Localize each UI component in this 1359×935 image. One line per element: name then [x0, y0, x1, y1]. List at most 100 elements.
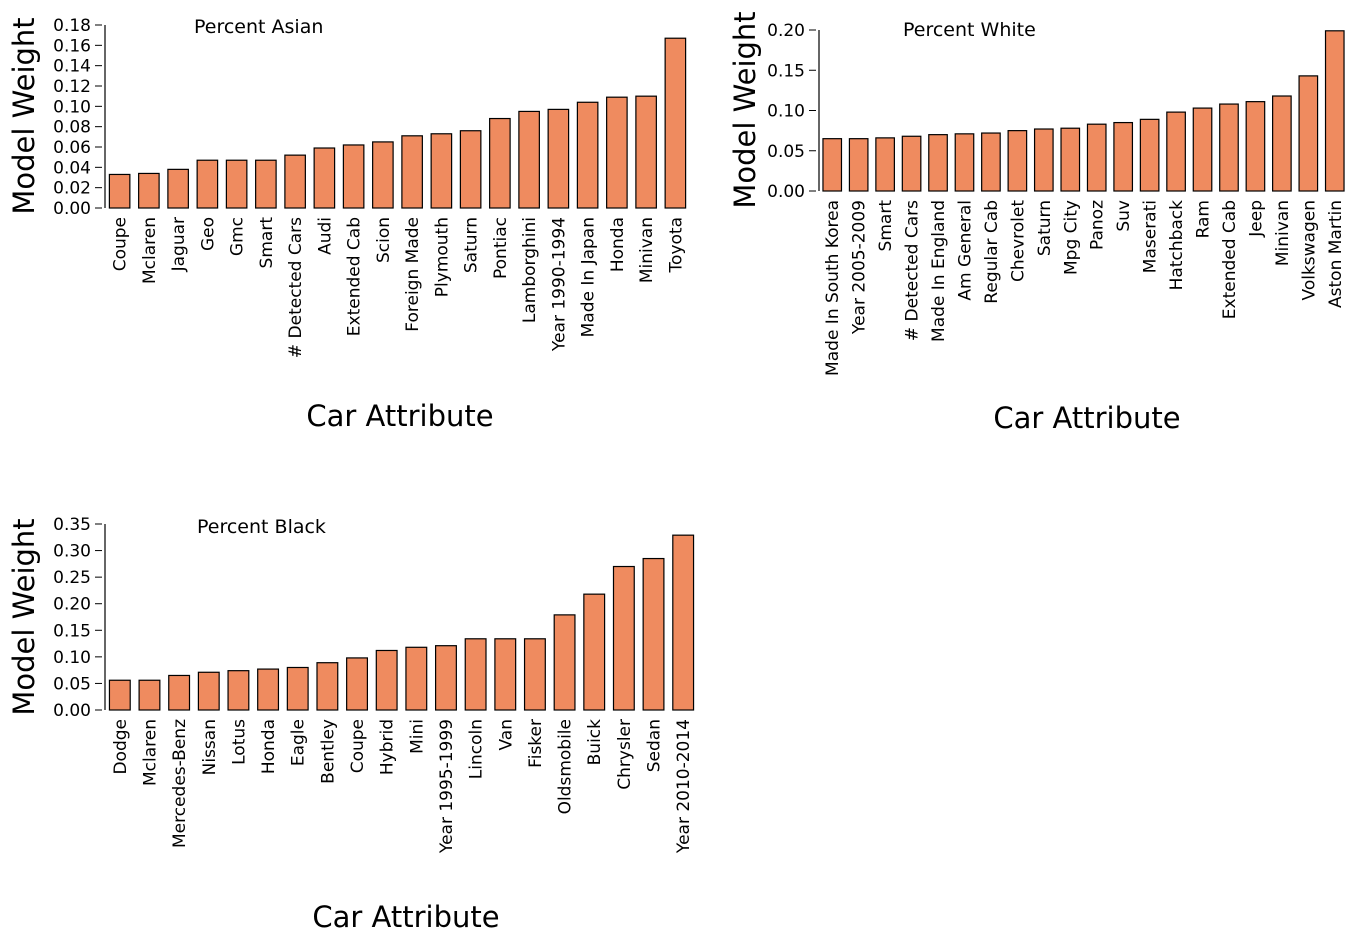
- bar-foreign-made: [401, 135, 423, 209]
- x-tick-label: Year 2005-2009: [850, 200, 870, 335]
- bar-volkswagen: [1298, 75, 1319, 192]
- y-tick-label: 0.20: [53, 595, 91, 615]
- x-tick-label: Ram: [1194, 200, 1214, 238]
- y-tick-label: 0.00: [767, 182, 805, 202]
- chart-title: Percent White: [903, 19, 1036, 41]
- bar-honda: [606, 96, 628, 209]
- bar-bentley: [316, 662, 339, 711]
- bar-extended-cab: [1219, 103, 1239, 192]
- chart-percent-white: 0.00 0.05 0.10 0.15 0.20 Made In South Korea Y…: [728, 11, 1346, 435]
- y-tick-label: 0.05: [53, 674, 91, 694]
- x-tick-label: Maserati: [1141, 200, 1161, 273]
- x-tick-label: Lincoln: [467, 719, 487, 779]
- bar-smart: [255, 159, 277, 209]
- bar-chrysler: [612, 565, 635, 711]
- x-tick-label: Jeep: [1246, 200, 1266, 238]
- x-axis-label: Car Attribute: [993, 401, 1180, 435]
- bar-made-in-england: [928, 134, 948, 192]
- bar-extended-cab: [342, 144, 365, 209]
- x-tick-label: Sedan: [645, 719, 665, 772]
- x-tick-label: Regular Cab: [982, 200, 1002, 304]
- x-tick-label: Hatchback: [1167, 200, 1187, 291]
- bar-buick: [583, 593, 606, 711]
- x-tick-label: Honda: [259, 719, 279, 774]
- y-tick-label: 0.10: [767, 102, 805, 122]
- x-tick-label: Geo: [198, 217, 218, 251]
- y-tick-label: 0.04: [53, 158, 91, 178]
- x-tick-label: Toyota: [666, 217, 686, 273]
- bar-year-1995-1999: [434, 645, 457, 711]
- x-tick-label: Hybrid: [378, 719, 398, 775]
- x-tick-label: Scion: [374, 217, 394, 263]
- bar-maserati: [1139, 118, 1160, 192]
- chart-percent-black: 0.00 0.05 0.10 0.15 0.20 0.25 0.30 0.35 Dodge Mcl…: [7, 515, 694, 934]
- bar-mpg-city: [1060, 127, 1081, 192]
- x-tick-label: Buick: [585, 719, 605, 766]
- x-tick-label: Smart: [257, 217, 277, 269]
- x-tick-label: Made In South Korea: [823, 200, 843, 376]
- y-tick-label: 0.00: [53, 701, 91, 721]
- x-tick-label: Mclaren: [140, 217, 160, 284]
- y-axis-label: Model Weight: [7, 17, 41, 214]
- bar-ram: [1192, 107, 1213, 192]
- y-tick-label: 0.15: [53, 621, 91, 641]
- bar-sedan: [642, 557, 665, 711]
- x-tick-label: Extended Cab: [345, 217, 365, 336]
- x-tick-label: Am General: [955, 200, 975, 301]
- bar-panoz: [1086, 123, 1107, 192]
- x-tick-label: Pontiac: [491, 217, 511, 279]
- x-tick-label: Audi: [315, 217, 335, 255]
- x-tick-label: Coupe: [348, 719, 368, 773]
- y-tick-label: 0.14: [53, 57, 91, 77]
- bar-van: [494, 638, 517, 711]
- x-tick-label: Minivan: [637, 217, 657, 283]
- chart-percent-asian: 0.000.020.040.060.080.100.120.140.160.18…: [7, 16, 686, 433]
- bar-chevrolet: [1007, 130, 1028, 192]
- x-tick-label: Aston Martin: [1326, 200, 1346, 308]
- x-tick-label: Bentley: [318, 719, 338, 784]
- x-tick-label: Gmc: [228, 217, 248, 256]
- x-tick-label: Honda: [608, 217, 628, 272]
- bar-coupe: [346, 657, 369, 711]
- x-tick-label: Coupe: [111, 217, 131, 271]
- bar-eagle: [286, 666, 309, 711]
- y-tick-label: 0.18: [53, 16, 91, 36]
- bar-regular-cab: [981, 132, 1001, 192]
- bar-coupe: [108, 173, 131, 209]
- y-tick-label: 0.10: [53, 648, 91, 668]
- x-axis-label: Car Attribute: [312, 900, 499, 934]
- y-tick-label: 0.00: [53, 199, 91, 219]
- bar-year-1990-1994: [547, 108, 570, 209]
- x-tick-label: Nissan: [200, 719, 220, 775]
- chart-title: Percent Asian: [194, 16, 323, 38]
- bar-mini: [405, 646, 428, 711]
- bar-lotus: [227, 670, 250, 711]
- bar-minivan: [1272, 95, 1292, 192]
- y-tick-label: 0.08: [53, 118, 91, 138]
- x-tick-label: Made In Japan: [579, 217, 599, 337]
- bar-lamborghini: [518, 110, 540, 209]
- y-tick-label: 0.06: [53, 138, 91, 158]
- x-tick-label: # Detected Cars: [903, 200, 923, 341]
- y-tick-label: 0.30: [53, 542, 91, 562]
- x-axis-label: Car Attribute: [306, 399, 493, 433]
- x-tick-label: Eagle: [289, 719, 309, 766]
- bar-mclaren: [138, 172, 160, 209]
- x-tick-label: Chrysler: [615, 719, 635, 790]
- bar-geo: [196, 159, 219, 209]
- bar-aston-martin: [1324, 30, 1345, 192]
- x-tick-label: Van: [496, 719, 516, 751]
- y-tick-label: 0.20: [767, 21, 805, 41]
- x-tick-label: Saturn: [462, 217, 482, 273]
- y-tick-label: 0.16: [53, 36, 91, 56]
- bar-year-2005-2009: [848, 138, 869, 192]
- x-tick-label: Suv: [1114, 200, 1134, 232]
- x-tick-label: Year 1995-1999: [437, 719, 457, 854]
- x-tick-label: Mini: [407, 719, 427, 754]
- bar-saturn: [459, 130, 482, 209]
- x-tick-label: Panoz: [1088, 200, 1108, 250]
- x-tick-label: Saturn: [1035, 200, 1055, 256]
- x-tick-label: Made In England: [929, 200, 949, 342]
- y-tick-label: 0.10: [53, 97, 91, 117]
- x-tick-label: Lamborghini: [520, 217, 540, 323]
